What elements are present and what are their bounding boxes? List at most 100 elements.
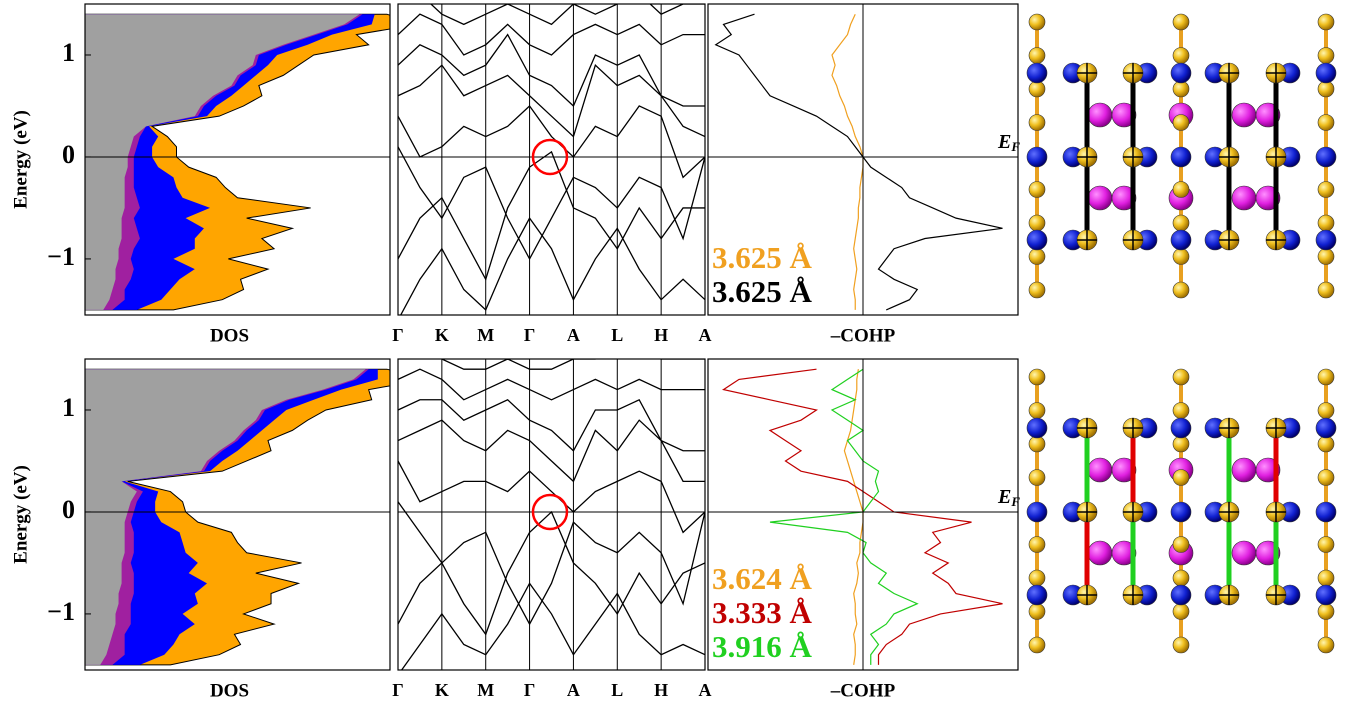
atom [1318,48,1334,64]
y-tick-label: 1 [62,393,75,422]
atom [1318,14,1334,30]
y-tick-label: −1 [47,597,75,626]
band [398,400,705,451]
panel [398,0,705,320]
panel [85,14,417,310]
atom [1029,215,1045,231]
fermi-label-sub: F [1010,139,1020,154]
x-tick-label: H [654,325,668,345]
x-tick-label: K [435,325,449,345]
atom [1318,369,1334,385]
cohp-curve [844,369,863,665]
x-tick-label: Γ [392,325,403,345]
atom [1318,604,1334,620]
y-tick-label: 1 [62,38,75,67]
legend-label: 3.333 Å [712,595,813,630]
x-tick-label: L [611,325,623,345]
atom [1318,182,1334,198]
atom [1171,230,1191,250]
atom [1029,14,1045,30]
x-tick-label: Γ [524,680,535,700]
x-tick-label: M [477,325,494,345]
x-axis-label: DOS [210,680,249,701]
band [398,218,705,320]
band [398,14,705,55]
fermi-label: EF [997,486,1020,509]
atom [1318,570,1334,586]
band [398,152,705,279]
atom [1171,63,1191,83]
atom [1173,637,1189,653]
atom [1318,81,1334,97]
atom [1173,470,1189,486]
band [398,369,705,400]
atom [1173,249,1189,265]
atom [1171,502,1191,522]
x-tick-label: A [699,325,712,345]
atom [1029,282,1045,298]
atom [1171,585,1191,605]
atom [1316,147,1336,167]
atom [1318,403,1334,419]
x-axis-label: DOS [210,325,249,346]
atom [1173,81,1189,97]
band [398,65,705,136]
atom [1088,458,1112,482]
atom [1171,147,1191,167]
panel-frame [398,4,705,315]
atom [1318,282,1334,298]
atom [1173,436,1189,452]
atom [1029,436,1045,452]
x-tick-label: A [567,325,580,345]
atom [1173,182,1189,198]
atom [1173,570,1189,586]
atom [1173,282,1189,298]
atom [1027,502,1047,522]
atom [1318,436,1334,452]
atom [1029,403,1045,419]
legend-label: 3.916 Å [712,629,813,664]
atom [1029,637,1045,653]
atom [1232,103,1256,127]
atom [1029,48,1045,64]
atom [1088,103,1112,127]
atom [1173,403,1189,419]
atom [1318,115,1334,131]
page: {"chart_data": [ {"type": "dos", "xlabel… [0,0,1351,706]
x-tick-label: A [567,680,580,700]
panel [85,369,427,665]
fermi-label-sub: F [1010,494,1020,509]
atom [1029,570,1045,586]
band [398,420,705,481]
y-axis-label: Energy (eV) [10,465,31,564]
panel-frame [398,359,705,670]
band [398,583,705,675]
atom [1029,369,1045,385]
atom [1029,182,1045,198]
fermi-label-main: E [997,486,1011,508]
atom [1318,215,1334,231]
atom [1173,215,1189,231]
y-axis-label: Energy (eV) [10,110,31,209]
atom [1232,458,1256,482]
atom [1029,537,1045,553]
atom [1088,541,1112,565]
atom [1029,249,1045,265]
y-tick-label: −1 [47,242,75,271]
atom [1029,115,1045,131]
x-tick-label: H [654,680,668,700]
atom [1171,418,1191,438]
atom [1173,14,1189,30]
fermi-label: EF [997,131,1020,154]
atom [1316,418,1336,438]
y-tick-label: 0 [62,495,75,524]
atom [1173,604,1189,620]
atom [1316,585,1336,605]
x-tick-label: L [611,680,623,700]
atom [1318,470,1334,486]
atom [1232,186,1256,210]
x-axis-label: –COHP [830,680,896,701]
atom [1088,186,1112,210]
atom [1316,230,1336,250]
legend-label: 3.625 Å [712,274,813,309]
